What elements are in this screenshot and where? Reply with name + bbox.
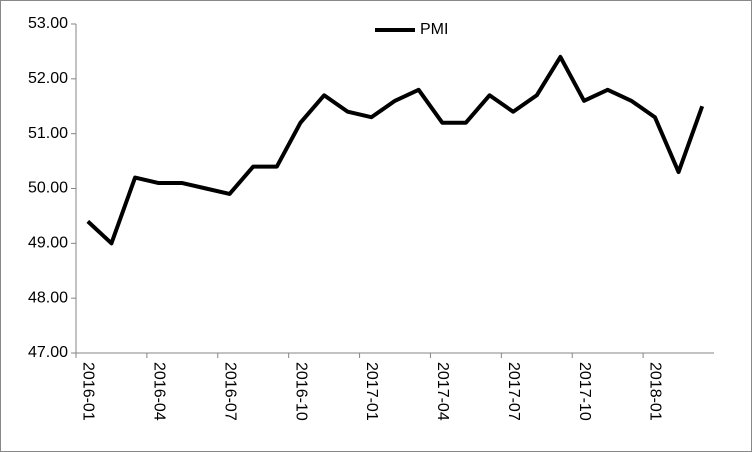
x-tick-label: 2016-10 <box>292 362 309 421</box>
x-tick-label: 2016-07 <box>221 362 238 421</box>
x-tick-label: 2017-04 <box>434 362 451 421</box>
x-tick-label: 2017-10 <box>576 362 593 421</box>
y-tick-label: 53.00 <box>28 15 68 32</box>
y-tick-label: 48.00 <box>28 289 68 306</box>
y-tick-label: 51.00 <box>28 125 68 142</box>
x-tick-label: 2017-01 <box>363 362 380 421</box>
x-tick-label: 2016-04 <box>150 362 167 421</box>
y-tick-label: 49.00 <box>28 235 68 252</box>
y-tick-label: 52.00 <box>28 70 68 87</box>
x-tick-label: 2016-01 <box>80 362 97 421</box>
y-tick-label: 47.00 <box>28 344 68 361</box>
x-tick-label: 2018-01 <box>647 362 664 421</box>
y-tick-label: 50.00 <box>28 180 68 197</box>
legend-label: PMI <box>420 21 448 38</box>
x-tick-label: 2017-07 <box>505 362 522 421</box>
line-series <box>86 54 705 246</box>
